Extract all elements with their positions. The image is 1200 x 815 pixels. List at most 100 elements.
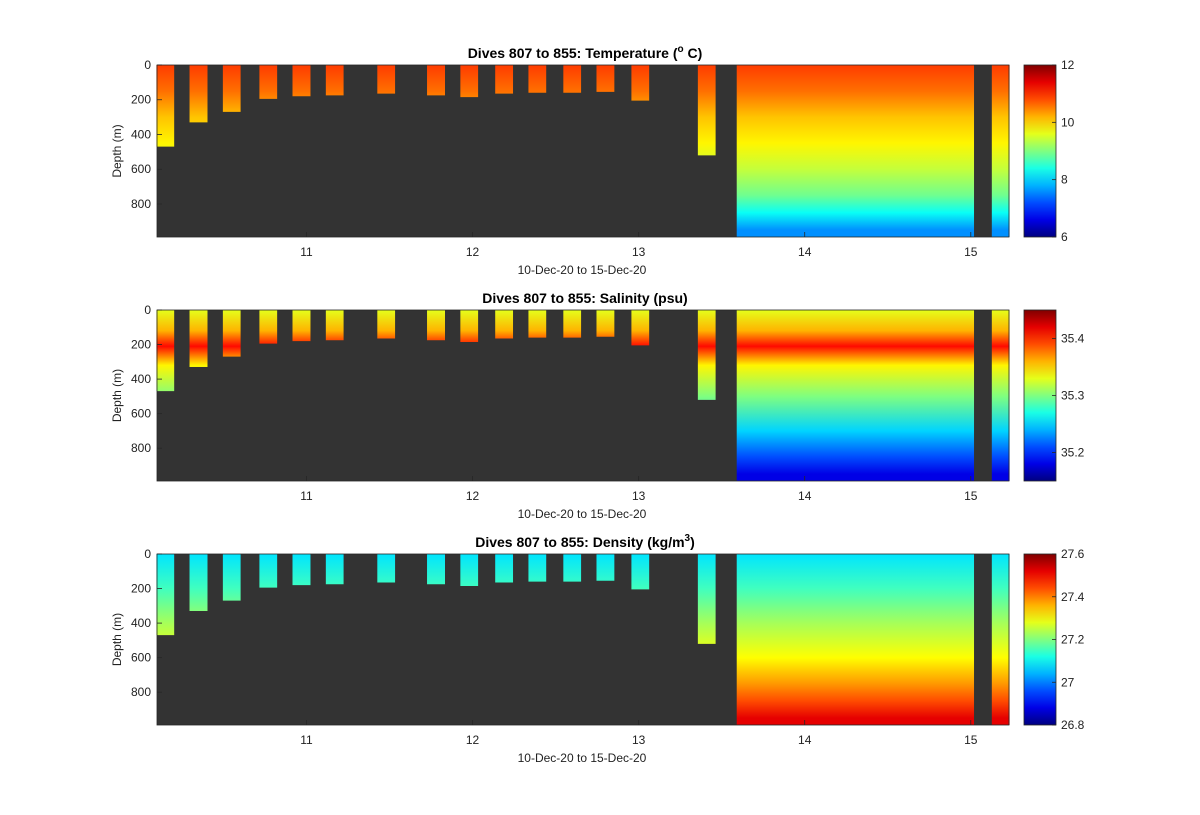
x-tick-label: 13 [632,733,646,747]
profile-bar [528,65,547,93]
y-tick-label: 800 [131,441,151,455]
colorbar-tick-label: 35.2 [1061,446,1085,460]
panel-3: 11 12 13 14 15 0 200 400 600 800 Dives 807 to 855:… [110,533,1085,765]
colorbar-tick-label: 10 [1061,115,1075,129]
profile-bar [495,554,514,583]
chart-title: Dives 807 to 855: Salinity (psu) [482,290,687,306]
x-tick-label: 12 [466,489,480,503]
profile-bar [156,310,175,392]
profile-bar [697,310,716,400]
colorbar [1023,64,1057,238]
axes-frame [156,64,1010,238]
y-tick-label: 600 [131,651,151,665]
profile-bar [495,310,514,339]
panel-1: 11 12 13 14 15 0 200 400 600 800 Dives 807 to 855:… [110,44,1075,277]
x-tick-label: 15 [964,489,978,503]
x-tick-label: 13 [632,489,646,503]
profile-bar [189,65,208,123]
x-tick-label: 14 [798,733,812,747]
profile-bar [528,554,547,582]
y-tick-label: 800 [131,685,151,699]
colorbar-tick-label: 8 [1061,173,1068,187]
profile-bar [460,65,479,98]
profile-bar [460,554,479,586]
dense-profile-block [736,310,975,481]
colorbar [1023,553,1057,726]
profile-bar [495,65,514,94]
profile-bar [156,554,175,636]
profile-bar [292,554,311,586]
chart-title-end: C) [684,45,703,61]
y-tick-label: 400 [131,127,151,141]
axes-frame [156,553,1010,726]
profile-bar [222,554,241,601]
x-tick-label: 14 [798,489,812,503]
profile-bar [563,310,582,338]
colorbar-tick-label: 6 [1061,230,1068,244]
chart-title-text: Dives 807 to 855: Salinity (psu) [482,290,687,306]
axes-frame [156,309,1010,482]
profile-bar [377,310,396,339]
y-tick-label: 600 [131,162,151,176]
x-tick-label: 11 [300,489,313,503]
profile-bar [292,65,311,97]
x-axis-label: 10-Dec-20 to 15-Dec-20 [518,751,647,765]
profile-bar [259,554,278,588]
x-tick-label: 12 [466,733,480,747]
dense-profile-block [736,554,975,725]
x-axis-label: 10-Dec-20 to 15-Dec-20 [518,507,647,521]
x-axis-label: 10-Dec-20 to 15-Dec-20 [518,263,647,277]
profile-bar [259,310,278,344]
y-tick-label: 200 [131,338,151,352]
chart-title-text: Dives 807 to 855: Temperature ( [468,45,678,61]
y-axis-label: Depth (m) [110,613,124,666]
profile-bar [596,554,615,581]
x-tick-label: 15 [964,245,978,259]
chart-title-superscript: o [678,44,684,55]
x-tick-label: 11 [300,733,313,747]
colorbar-tick-label: 35.4 [1061,332,1085,346]
y-tick-label: 0 [144,303,151,317]
y-axis-label: Depth (m) [110,369,124,422]
profile-bar [222,310,241,357]
last-profile-bar [991,65,1010,237]
profile-bar [596,65,615,92]
last-profile-bar [991,310,1010,481]
chart-title-end: ) [690,534,695,550]
profile-bar [631,554,650,590]
profile-bar [156,65,175,147]
x-tick-label: 12 [466,245,480,259]
profile-bar [697,65,716,156]
x-tick-label: 13 [632,245,646,259]
profile-bar [427,310,446,341]
profile-bar [563,554,582,582]
colorbar-tick-label: 12 [1061,58,1075,72]
y-tick-label: 200 [131,93,151,107]
y-tick-label: 0 [144,547,151,561]
last-profile-bar [991,554,1010,725]
colorbar [1023,309,1057,482]
colorbar-tick-label: 27.6 [1061,547,1085,561]
profile-bar [325,65,344,96]
profile-bar [292,310,311,342]
profile-bar [325,554,344,585]
profile-bar [631,65,650,101]
chart-title: Dives 807 to 855: Temperature (o C) [468,44,703,61]
y-axis-label: Depth (m) [110,124,124,177]
profile-bar [427,65,446,96]
dense-profile-block [736,65,975,237]
chart-title-superscript: 3 [685,533,691,544]
y-tick-label: 200 [131,582,151,596]
y-tick-label: 400 [131,616,151,630]
y-tick-label: 800 [131,197,151,211]
x-tick-label: 11 [300,245,313,259]
panel-2: 11 12 13 14 15 0 200 400 600 800 Dives 807 to 855:… [110,290,1085,521]
profile-bar [460,310,479,342]
colorbar-tick-label: 26.8 [1061,718,1085,732]
colorbar-tick-label: 27.2 [1061,633,1085,647]
profile-bar [377,554,396,583]
x-tick-label: 14 [798,245,812,259]
profile-bar [596,310,615,337]
profile-bar [528,310,547,338]
